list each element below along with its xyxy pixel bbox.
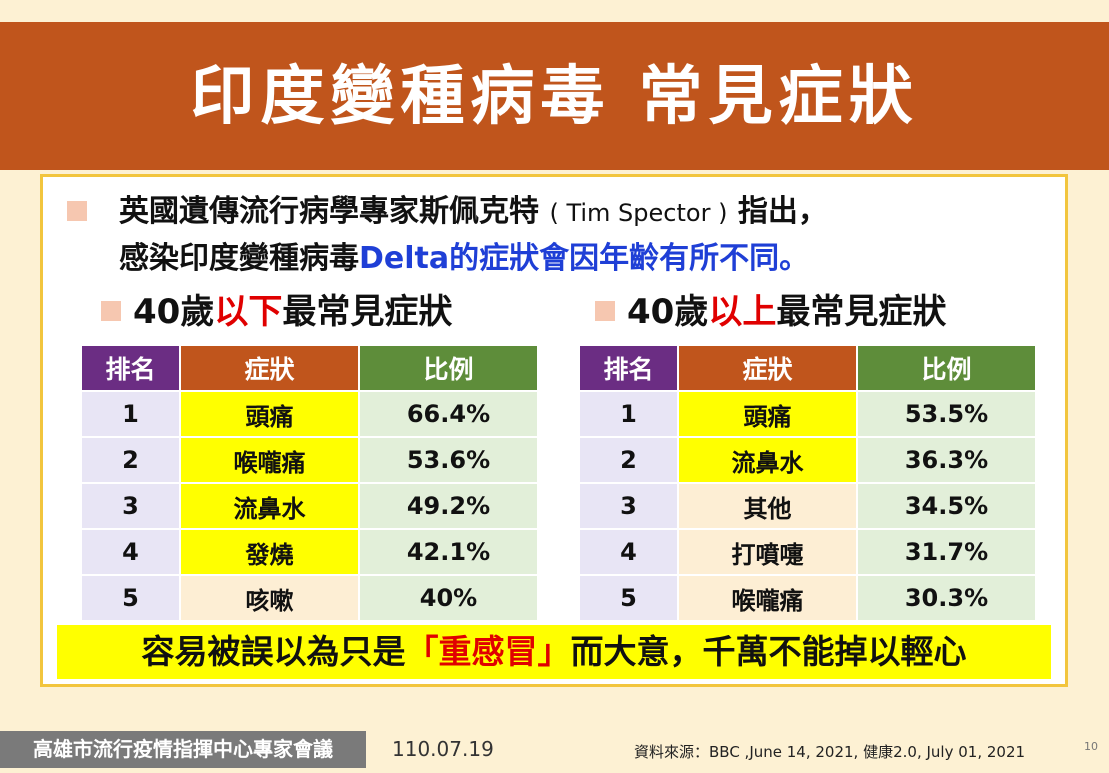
rank-cell: 2	[580, 438, 677, 482]
ratio-cell: 31.7%	[858, 530, 1035, 574]
ratio-cell: 66.4%	[360, 392, 537, 436]
over40-heading: 40歲以上最常見症狀	[595, 287, 946, 337]
table-row: 4 發燒 42.1%	[82, 530, 537, 574]
symptom-cell: 流鼻水	[679, 438, 856, 482]
header-rank: 排名	[580, 346, 677, 390]
warning-highlight: 「重感冒」	[405, 632, 571, 671]
table-row: 4 打噴嚏 31.7%	[580, 530, 1035, 574]
symptom-cell: 頭痛	[181, 392, 358, 436]
table-header-row: 排名 症狀 比例	[82, 346, 537, 390]
rank-cell: 5	[580, 576, 677, 620]
ratio-cell: 42.1%	[360, 530, 537, 574]
rank-cell: 2	[82, 438, 179, 482]
bullet-square-icon	[595, 300, 615, 321]
rank-cell: 4	[82, 530, 179, 574]
rank-cell: 5	[82, 576, 179, 620]
header-symptom: 症狀	[679, 346, 856, 390]
intro-line1-en: ( Tim Spector )	[549, 199, 728, 227]
bullet-square-icon	[67, 201, 87, 221]
rank-cell: 1	[580, 392, 677, 436]
intro-line2-part1: 感染印度變種病毒	[119, 241, 359, 276]
ratio-cell: 53.5%	[858, 392, 1035, 436]
table-row: 1 頭痛 53.5%	[580, 392, 1035, 436]
intro-line1-part1: 英國遺傳流行病學專家斯佩克特	[119, 194, 539, 229]
intro-line1-part2: 指出，	[737, 194, 828, 229]
footer-source: 資料來源：BBC ,June 14, 2021, 健康2.0, July 01,…	[634, 743, 1026, 761]
ratio-cell: 34.5%	[858, 484, 1035, 528]
symptom-cell: 打噴嚏	[679, 530, 856, 574]
under40-heading: 40歲以下最常見症狀	[101, 287, 452, 337]
over40-suffix: 最常見症狀	[776, 292, 947, 332]
table-row: 3 其他 34.5%	[580, 484, 1035, 528]
page-number: 10	[1084, 740, 1098, 753]
warning-part2: 而大意，千萬不能掉以輕心	[570, 632, 967, 671]
table-row: 3 流鼻水 49.2%	[82, 484, 537, 528]
rank-cell: 4	[580, 530, 677, 574]
table-row: 2 流鼻水 36.3%	[580, 438, 1035, 482]
symptom-cell: 咳嗽	[181, 576, 358, 620]
footer-date: 110.07.19	[392, 737, 494, 761]
rank-cell: 1	[82, 392, 179, 436]
ratio-cell: 49.2%	[360, 484, 537, 528]
warning-part1: 容易被誤以為只是	[141, 632, 406, 671]
slide-title: 印度變種病毒 常見症狀	[190, 60, 919, 134]
content-panel: 英國遺傳流行病學專家斯佩克特 ( Tim Spector ) 指出， 感染印度變…	[40, 174, 1068, 687]
table-row: 2 喉嚨痛 53.6%	[82, 438, 537, 482]
rank-cell: 3	[580, 484, 677, 528]
symptom-cell: 流鼻水	[181, 484, 358, 528]
over40-prefix: 40歲	[627, 292, 709, 332]
title-banner: 印度變種病毒 常見症狀	[0, 22, 1109, 170]
symptom-cell: 喉嚨痛	[181, 438, 358, 482]
under40-prefix: 40歲	[133, 292, 215, 332]
header-symptom: 症狀	[181, 346, 358, 390]
header-rank: 排名	[82, 346, 179, 390]
header-ratio: 比例	[858, 346, 1035, 390]
bullet-square-icon	[101, 300, 121, 321]
ratio-cell: 30.3%	[858, 576, 1035, 620]
symptom-cell: 發燒	[181, 530, 358, 574]
under40-highlight: 以下	[214, 292, 283, 332]
intro-text: 英國遺傳流行病學專家斯佩克特 ( Tim Spector ) 指出， 感染印度變…	[67, 189, 1047, 281]
table-row: 1 頭痛 66.4%	[82, 392, 537, 436]
symptom-cell: 其他	[679, 484, 856, 528]
table-row: 5 咳嗽 40%	[82, 576, 537, 620]
over40-highlight: 以上	[708, 292, 777, 332]
footer-organization: 高雄市流行疫情指揮中心專家會議	[0, 731, 366, 768]
rank-cell: 3	[82, 484, 179, 528]
ratio-cell: 53.6%	[360, 438, 537, 482]
ratio-cell: 40%	[360, 576, 537, 620]
intro-line2-highlight: Delta的症狀會因年齡有所不同。	[359, 241, 810, 276]
under40-table: 排名 症狀 比例 1 頭痛 66.4% 2 喉嚨痛 53.6% 3 流鼻水 49…	[80, 344, 539, 622]
symptom-cell: 喉嚨痛	[679, 576, 856, 620]
under40-suffix: 最常見症狀	[282, 292, 453, 332]
ratio-cell: 36.3%	[858, 438, 1035, 482]
symptom-cell: 頭痛	[679, 392, 856, 436]
table-header-row: 排名 症狀 比例	[580, 346, 1035, 390]
intro-line-2: 感染印度變種病毒Delta的症狀會因年齡有所不同。	[67, 236, 1047, 281]
intro-line-1: 英國遺傳流行病學專家斯佩克特 ( Tim Spector ) 指出，	[67, 189, 1047, 236]
table-row: 5 喉嚨痛 30.3%	[580, 576, 1035, 620]
header-ratio: 比例	[360, 346, 537, 390]
over40-table: 排名 症狀 比例 1 頭痛 53.5% 2 流鼻水 36.3% 3 其他 34.…	[578, 344, 1037, 622]
warning-banner: 容易被誤以為只是「重感冒」而大意，千萬不能掉以輕心	[57, 625, 1051, 679]
